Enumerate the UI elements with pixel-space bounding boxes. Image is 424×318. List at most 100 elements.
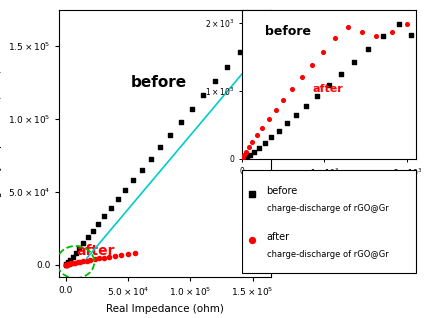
Point xyxy=(67,257,74,262)
Text: charge-discharge of rGO@Gr: charge-discharge of rGO@Gr xyxy=(267,204,388,213)
Point xyxy=(84,235,91,240)
Point xyxy=(63,262,70,267)
Point xyxy=(157,144,164,149)
Point xyxy=(249,139,256,144)
Point xyxy=(309,62,315,67)
Point xyxy=(338,72,344,77)
Point xyxy=(358,29,365,34)
Point xyxy=(351,59,358,65)
Point xyxy=(130,178,137,183)
Point xyxy=(107,205,114,211)
Point xyxy=(276,128,282,133)
Point xyxy=(396,22,402,27)
Point xyxy=(325,83,332,88)
Point xyxy=(138,167,145,172)
Point xyxy=(268,135,275,140)
Point xyxy=(114,197,121,202)
Point xyxy=(64,262,70,267)
Point xyxy=(74,259,81,265)
Text: after: after xyxy=(77,245,115,259)
Point xyxy=(80,259,86,264)
Point xyxy=(72,260,78,265)
Point xyxy=(167,132,173,137)
Point xyxy=(73,251,79,256)
Point xyxy=(365,47,372,52)
Point xyxy=(200,93,206,98)
Text: after: after xyxy=(267,232,290,242)
Point xyxy=(96,256,103,261)
Point xyxy=(254,133,260,138)
Point xyxy=(122,188,128,193)
Point xyxy=(147,156,154,161)
Point xyxy=(67,261,73,266)
Point xyxy=(62,262,69,267)
Point xyxy=(188,106,195,111)
Point xyxy=(68,261,75,266)
Text: charge-discharge of rGO@Gr: charge-discharge of rGO@Gr xyxy=(267,250,388,259)
FancyBboxPatch shape xyxy=(242,170,416,273)
Point xyxy=(243,149,249,154)
Point xyxy=(63,262,70,267)
Point xyxy=(64,262,71,267)
Point xyxy=(245,145,252,150)
Point xyxy=(70,260,76,266)
Text: after: after xyxy=(312,84,343,94)
Point xyxy=(117,252,124,258)
Point xyxy=(280,97,287,102)
Point xyxy=(65,260,72,265)
Point xyxy=(243,154,250,159)
Point xyxy=(64,261,70,266)
Point xyxy=(380,34,387,39)
Point xyxy=(251,149,257,154)
Point xyxy=(240,152,247,157)
Point xyxy=(284,121,290,126)
Point xyxy=(303,103,310,108)
Point xyxy=(256,145,262,150)
Point xyxy=(239,155,246,160)
Point xyxy=(77,259,84,264)
Text: before: before xyxy=(265,25,311,38)
Point xyxy=(388,29,395,34)
Point xyxy=(177,120,184,125)
Point xyxy=(224,64,231,69)
Point xyxy=(131,251,138,256)
Point xyxy=(404,22,410,27)
Point xyxy=(298,74,305,80)
Point xyxy=(408,33,415,38)
Point xyxy=(241,156,248,161)
Point xyxy=(259,125,266,130)
Point xyxy=(262,141,268,146)
Point xyxy=(87,257,94,262)
Text: before: before xyxy=(131,75,187,90)
Point xyxy=(293,113,300,118)
Point xyxy=(83,258,90,263)
Text: before: before xyxy=(267,186,298,196)
Point xyxy=(124,252,131,257)
X-axis label: Real Impedance (ohm): Real Impedance (ohm) xyxy=(106,304,224,314)
Point xyxy=(80,240,86,245)
Point xyxy=(247,152,254,157)
Point xyxy=(265,117,272,122)
Point xyxy=(106,254,113,259)
Y-axis label: Imaginary Impedance (ohm): Imaginary Impedance (ohm) xyxy=(0,69,2,217)
Point xyxy=(314,93,321,99)
Point xyxy=(70,254,76,259)
Point xyxy=(100,255,107,260)
Point xyxy=(249,36,256,41)
Point xyxy=(95,221,102,226)
Point xyxy=(332,35,339,40)
Point xyxy=(289,86,296,91)
Point xyxy=(237,49,244,54)
Point xyxy=(65,262,72,267)
Point xyxy=(91,257,98,262)
Point xyxy=(112,253,118,259)
Point xyxy=(272,107,279,113)
Point xyxy=(89,228,96,233)
Point xyxy=(373,33,379,38)
Point xyxy=(63,262,70,267)
Point xyxy=(212,79,218,84)
Point xyxy=(320,49,326,54)
Point xyxy=(76,246,83,251)
Point xyxy=(62,262,69,267)
Point xyxy=(345,25,351,30)
